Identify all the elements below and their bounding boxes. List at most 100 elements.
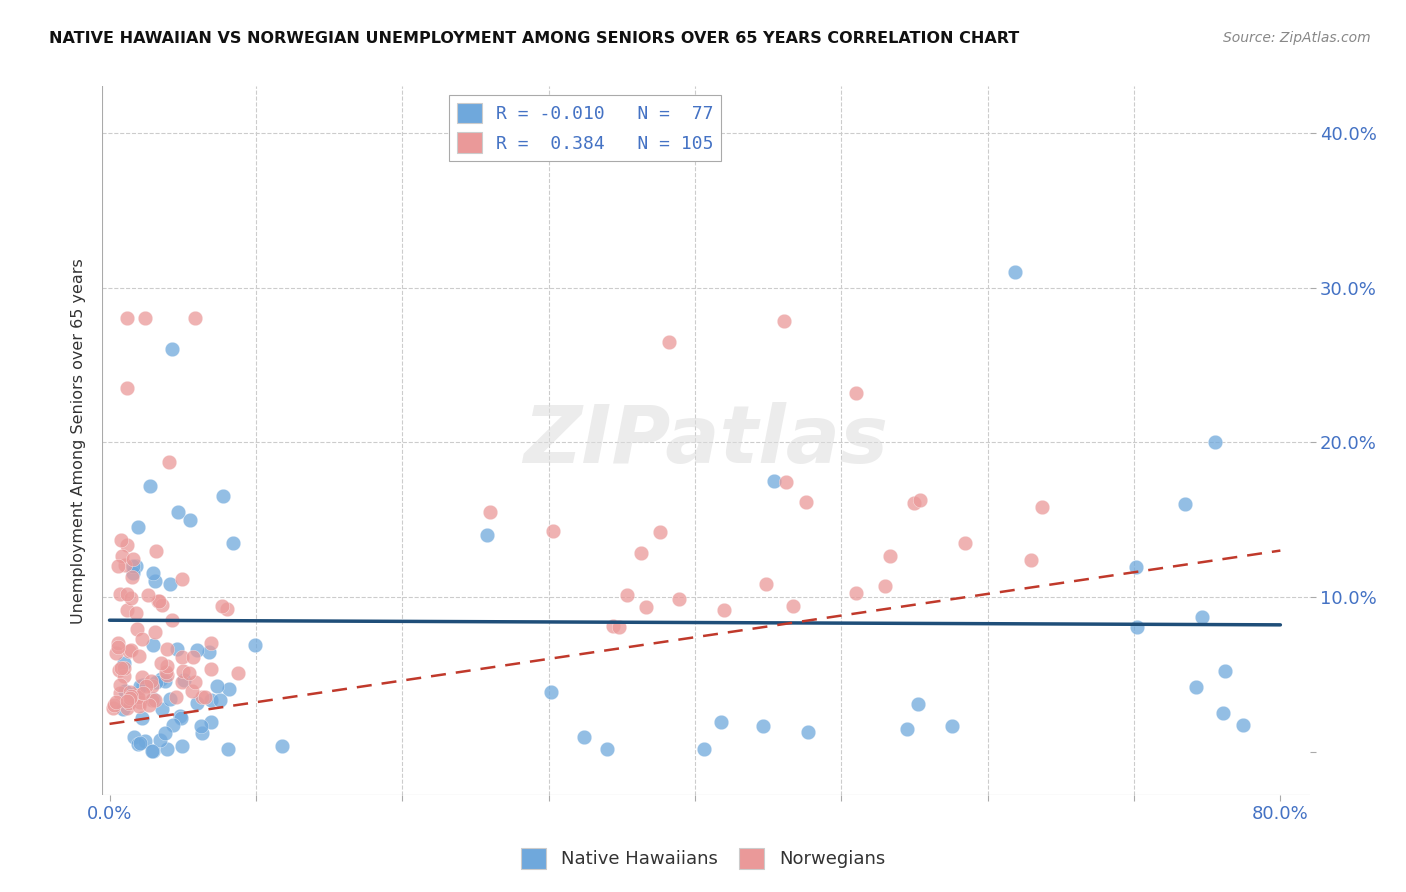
Point [136, 588, 159, 602]
Point [953, 536, 976, 550]
Point [658, 334, 681, 349]
Text: NATIVE HAWAIIAN VS NORWEGIAN UNEMPLOYMENT AMONG SENIORS OVER 65 YEARS CORRELATIO: NATIVE HAWAIIAN VS NORWEGIAN UNEMPLOYMEN… [49, 31, 1019, 46]
Point [125, 689, 148, 703]
Point [141, 693, 163, 707]
Point [172, 572, 194, 586]
Point [131, 671, 153, 685]
Point [1191, 610, 1213, 624]
Point [607, 619, 630, 633]
Point [141, 680, 163, 694]
Point [211, 599, 233, 613]
Point [159, 692, 181, 706]
Point [710, 714, 733, 729]
Point [217, 742, 239, 756]
Point [120, 591, 142, 605]
Point [118, 684, 141, 698]
Point [103, 698, 125, 712]
Point [150, 702, 173, 716]
Legend: R = -0.010   N =  77, R =  0.384   N = 105: R = -0.010 N = 77, R = 0.384 N = 105 [450, 95, 721, 161]
Point [107, 640, 129, 655]
Point [142, 566, 165, 580]
Point [142, 639, 165, 653]
Point [794, 494, 817, 508]
Point [215, 602, 238, 616]
Point [180, 684, 202, 698]
Point [114, 558, 136, 572]
Point [115, 603, 138, 617]
Text: Source: ZipAtlas.com: Source: ZipAtlas.com [1223, 31, 1371, 45]
Point [172, 664, 194, 678]
Point [104, 646, 127, 660]
Point [172, 650, 194, 665]
Point [148, 593, 170, 607]
Point [101, 700, 124, 714]
Point [1031, 500, 1053, 515]
Point [160, 614, 183, 628]
Point [143, 574, 166, 588]
Point [1126, 620, 1149, 634]
Point [941, 719, 963, 733]
Point [118, 643, 141, 657]
Point [270, 739, 292, 753]
Point [845, 586, 868, 600]
Point [166, 641, 188, 656]
Point [1125, 560, 1147, 574]
Text: ZIPatlas: ZIPatlas [523, 401, 889, 480]
Point [149, 732, 172, 747]
Point [1213, 664, 1236, 678]
Point [873, 579, 896, 593]
Point [162, 718, 184, 732]
Point [134, 734, 156, 748]
Point [110, 686, 132, 700]
Point [782, 599, 804, 613]
Point [179, 513, 201, 527]
Point [128, 698, 150, 713]
Point [138, 478, 160, 492]
Point [117, 696, 139, 710]
Point [191, 690, 214, 704]
Point [149, 656, 172, 670]
Point [693, 741, 716, 756]
Point [166, 690, 188, 705]
Point [115, 587, 138, 601]
Point [155, 665, 177, 680]
Point [120, 642, 142, 657]
Point [128, 648, 150, 663]
Point [122, 730, 145, 744]
Point [115, 381, 138, 395]
Point [218, 682, 240, 697]
Point [110, 660, 132, 674]
Point [120, 691, 142, 706]
Point [131, 678, 153, 692]
Point [122, 559, 145, 574]
Point [112, 669, 135, 683]
Point [127, 737, 149, 751]
Point [200, 715, 222, 730]
Point [141, 744, 163, 758]
Point [478, 505, 501, 519]
Point [228, 666, 250, 681]
Point [145, 693, 167, 707]
Point [173, 673, 195, 688]
Point [110, 533, 132, 547]
Point [167, 505, 190, 519]
Point [128, 695, 150, 709]
Point [221, 536, 243, 550]
Point [141, 673, 163, 688]
Point [1232, 718, 1254, 732]
Legend: Native Hawaiians, Norwegians: Native Hawaiians, Norwegians [513, 840, 893, 876]
Point [142, 744, 165, 758]
Point [107, 558, 129, 573]
Point [125, 559, 148, 574]
Point [197, 645, 219, 659]
Point [186, 696, 208, 710]
Point [127, 520, 149, 534]
Point [896, 722, 918, 736]
Point [155, 726, 177, 740]
Point [131, 711, 153, 725]
Point [160, 343, 183, 357]
Point [121, 566, 143, 581]
Point [184, 675, 207, 690]
Point [1212, 706, 1234, 720]
Point [184, 311, 207, 326]
